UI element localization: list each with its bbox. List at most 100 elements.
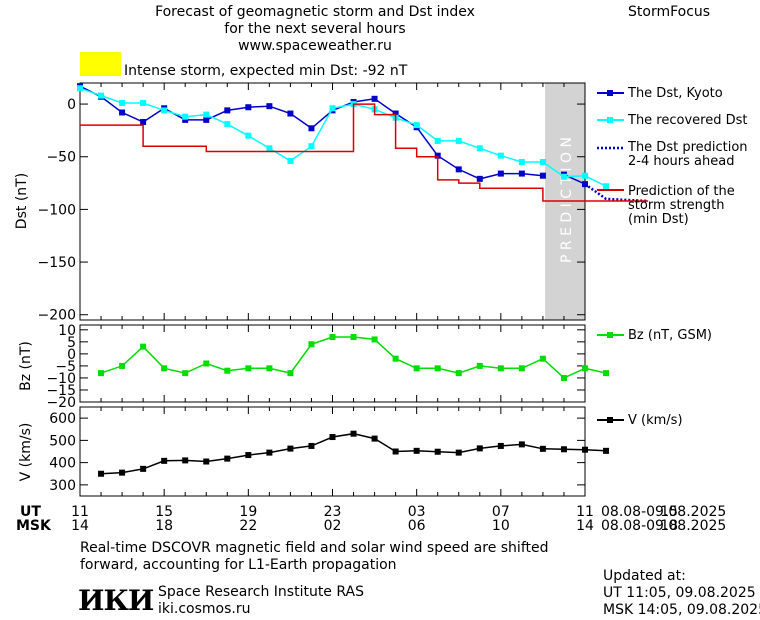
data-point xyxy=(603,447,610,454)
data-point xyxy=(161,457,168,464)
ut-tick-label: 15 xyxy=(155,504,173,520)
data-point xyxy=(161,365,168,372)
y-tick-label: −50 xyxy=(46,150,76,166)
data-point xyxy=(518,365,525,372)
footnote-line1: Real-time DSCOVR magnetic field and sola… xyxy=(80,540,549,556)
data-point xyxy=(287,370,294,377)
data-point xyxy=(455,449,462,456)
data-point xyxy=(308,341,315,348)
y-tick-label: −200 xyxy=(38,308,76,324)
data-point xyxy=(224,455,231,462)
y-tick-label: 0 xyxy=(67,97,76,113)
brand-name: StormFocus xyxy=(628,4,711,20)
v-y-label: V (km/s) xyxy=(18,423,34,482)
series-line xyxy=(80,103,649,202)
data-point xyxy=(518,441,525,448)
v-y-axis: 600 500 400 300 xyxy=(49,411,585,494)
data-point xyxy=(119,109,126,116)
alert-color-swatch xyxy=(80,52,121,76)
data-point xyxy=(98,92,105,99)
ut-tick-label: 07 xyxy=(492,504,510,520)
y-tick-label: −5 xyxy=(55,359,76,375)
data-point xyxy=(434,137,441,144)
y-tick-label: 400 xyxy=(49,456,76,472)
data-point xyxy=(329,334,336,341)
ut-tick-label: 15 xyxy=(660,504,678,520)
y-tick-label: −150 xyxy=(38,255,76,271)
data-point xyxy=(203,360,210,367)
legend-dst-kyoto: The Dst, Kyoto xyxy=(597,86,723,101)
data-point xyxy=(413,365,420,372)
data-point xyxy=(161,107,168,114)
msk-tick-label: 22 xyxy=(239,518,257,534)
data-point xyxy=(98,470,105,477)
v-series-group xyxy=(98,430,610,477)
legend-bz-label: Bz (nT, GSM) xyxy=(628,328,712,343)
series-line xyxy=(79,87,607,187)
y-tick-label: 5 xyxy=(67,335,76,351)
dst-plot-frame xyxy=(79,82,586,321)
legend-storm-strength-label: Prediction of the storm strength (min Dst) xyxy=(628,184,735,227)
institute-name: Space Research Institute RAS xyxy=(158,584,364,600)
data-point xyxy=(350,334,357,341)
data-point xyxy=(203,458,210,465)
data-point xyxy=(455,137,462,144)
msk-tick-label: 14 xyxy=(71,518,89,534)
ut-tick-label: 03 xyxy=(408,504,426,520)
data-point xyxy=(582,446,588,453)
data-point xyxy=(476,175,483,182)
data-point xyxy=(119,469,126,476)
legend-v-label: V (km/s) xyxy=(628,413,683,428)
data-point xyxy=(434,365,441,372)
ut-tick-label: 11 xyxy=(71,504,89,520)
data-point xyxy=(203,111,210,118)
legend-dst-prediction: The Dst prediction 2-4 hours ahead xyxy=(597,140,748,169)
data-point xyxy=(224,367,231,374)
y-tick-label: 10 xyxy=(58,323,76,339)
msk-tick-label: 18 xyxy=(155,518,173,534)
data-point xyxy=(98,370,105,377)
data-point xyxy=(582,172,588,179)
data-point xyxy=(603,370,610,377)
data-point xyxy=(476,445,483,452)
dst-y-axis: 0 −50 −100 −150 −200 xyxy=(38,97,585,324)
data-point xyxy=(539,355,546,362)
msk-tick-label: 10 xyxy=(492,518,510,534)
ut-tick-label: 23 xyxy=(324,504,342,520)
data-point xyxy=(560,446,567,453)
series-line xyxy=(100,432,607,475)
institute-site[interactable]: iki.cosmos.ru xyxy=(158,601,251,617)
msk-tick-label: 18 xyxy=(660,518,678,534)
ut-tick-label: 19 xyxy=(239,504,257,520)
msk-date-range: 08.08-09.08.2025 xyxy=(601,518,726,534)
data-point xyxy=(497,152,504,159)
data-point xyxy=(182,116,189,123)
data-point xyxy=(455,166,462,173)
data-point xyxy=(497,442,504,449)
data-point xyxy=(497,170,504,177)
data-point xyxy=(77,85,83,92)
data-point xyxy=(560,173,567,180)
data-point xyxy=(434,152,441,159)
x-axis-ticks xyxy=(79,83,586,496)
bz-y-label: Bz (nT) xyxy=(18,341,34,391)
data-point xyxy=(287,445,294,452)
msk-tick-label: 06 xyxy=(408,518,426,534)
y-tick-label: 500 xyxy=(49,433,76,449)
data-point xyxy=(119,100,126,107)
data-point xyxy=(392,355,399,362)
series-line xyxy=(100,336,607,379)
data-point xyxy=(308,442,315,449)
iki-logo: ИКИ xyxy=(78,584,154,617)
ut-label: UT xyxy=(20,504,41,520)
data-point xyxy=(560,374,567,381)
ut-tick-label: 11 xyxy=(576,504,594,520)
updated-msk: MSK 14:05, 09.08.2025 xyxy=(603,602,760,618)
dst-series-group xyxy=(77,83,649,203)
data-point xyxy=(476,145,483,152)
bz-series-group xyxy=(98,334,610,381)
data-point xyxy=(182,457,189,464)
source-url[interactable]: www.spaceweather.ru xyxy=(238,38,392,54)
data-point xyxy=(371,336,378,343)
series-line xyxy=(79,85,543,180)
